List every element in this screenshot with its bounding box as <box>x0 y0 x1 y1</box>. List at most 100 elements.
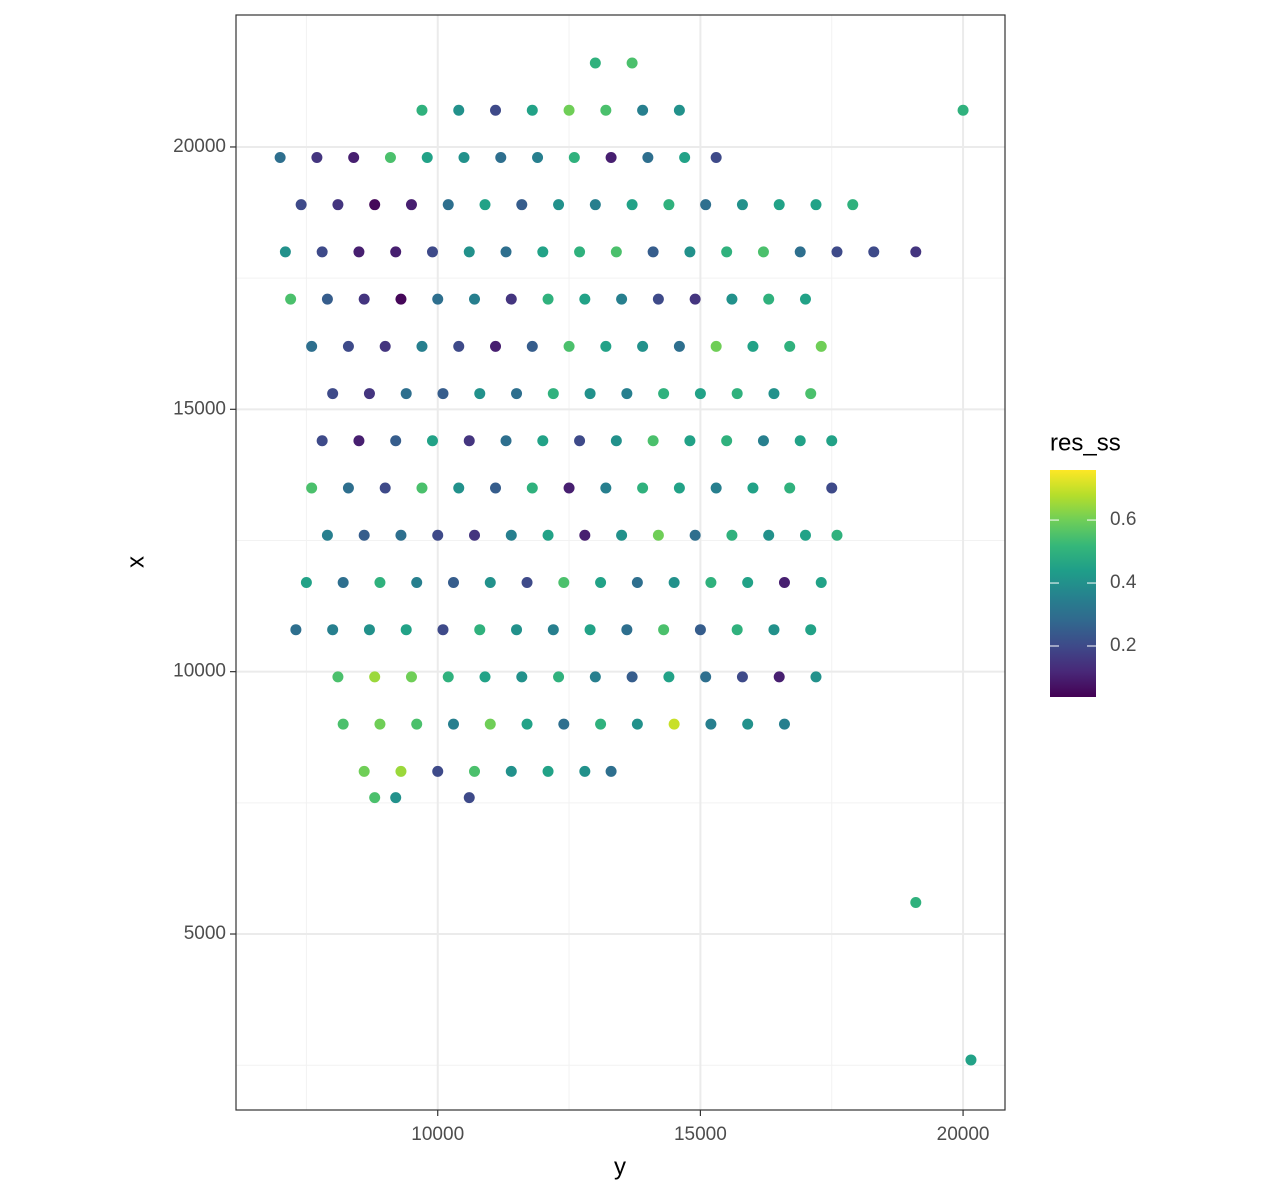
point <box>442 671 454 683</box>
point <box>516 199 528 211</box>
point <box>479 671 491 683</box>
point <box>542 529 554 541</box>
point <box>306 482 318 494</box>
point <box>469 293 481 305</box>
point <box>400 624 412 636</box>
point <box>332 199 344 211</box>
y-tick-label: 10000 <box>173 661 226 682</box>
y-axis-label: x <box>122 556 149 568</box>
point <box>668 576 680 588</box>
point <box>516 671 528 683</box>
point <box>600 482 612 494</box>
point <box>726 293 738 305</box>
point <box>390 792 402 804</box>
point <box>358 293 370 305</box>
point <box>511 388 523 400</box>
point <box>463 792 475 804</box>
x-axis-label: y <box>614 1153 626 1180</box>
point <box>547 624 559 636</box>
point <box>547 388 559 400</box>
point <box>742 576 754 588</box>
point <box>542 293 554 305</box>
point <box>563 340 575 352</box>
point <box>484 718 496 730</box>
point <box>521 576 533 588</box>
point <box>652 293 664 305</box>
point <box>589 57 601 69</box>
point <box>469 765 481 777</box>
point <box>605 151 617 163</box>
point <box>652 529 664 541</box>
point <box>757 435 769 447</box>
point <box>705 718 717 730</box>
point <box>316 435 328 447</box>
point <box>689 529 701 541</box>
point <box>684 246 696 258</box>
point <box>416 482 428 494</box>
y-tick-label: 5000 <box>184 923 226 944</box>
point <box>815 576 827 588</box>
point <box>815 340 827 352</box>
point <box>327 624 339 636</box>
point <box>290 624 302 636</box>
point <box>810 199 822 211</box>
point <box>584 624 596 636</box>
point <box>616 529 628 541</box>
point <box>358 765 370 777</box>
point <box>526 482 538 494</box>
x-tick-label: 10000 <box>411 1124 464 1145</box>
point <box>300 576 312 588</box>
point <box>605 765 617 777</box>
point <box>631 576 643 588</box>
point <box>432 765 444 777</box>
point <box>327 388 339 400</box>
point <box>736 671 748 683</box>
point <box>826 435 838 447</box>
point <box>363 388 375 400</box>
point <box>626 57 638 69</box>
point <box>616 293 628 305</box>
point <box>778 576 790 588</box>
point <box>579 293 591 305</box>
point <box>490 340 502 352</box>
point <box>763 529 775 541</box>
point <box>637 340 649 352</box>
point <box>306 340 318 352</box>
point <box>910 897 922 909</box>
point <box>679 151 691 163</box>
point <box>500 435 512 447</box>
point <box>369 199 381 211</box>
point <box>595 576 607 588</box>
point <box>463 246 475 258</box>
point <box>784 340 796 352</box>
point <box>505 293 517 305</box>
point <box>474 388 486 400</box>
point <box>363 624 375 636</box>
point <box>794 246 806 258</box>
colorbar-tick-label: 0.2 <box>1110 635 1136 656</box>
point <box>495 151 507 163</box>
point <box>831 529 843 541</box>
point <box>621 388 633 400</box>
point <box>421 151 433 163</box>
point <box>768 624 780 636</box>
point <box>453 482 465 494</box>
point <box>453 340 465 352</box>
point <box>532 151 544 163</box>
point <box>479 199 491 211</box>
point <box>726 529 738 541</box>
point <box>279 246 291 258</box>
y-tick-label: 15000 <box>173 398 226 419</box>
point <box>316 246 328 258</box>
point <box>647 435 659 447</box>
point <box>374 576 386 588</box>
point <box>395 293 407 305</box>
point <box>395 765 407 777</box>
point <box>763 293 775 305</box>
point <box>668 718 680 730</box>
point <box>526 104 538 116</box>
point <box>794 435 806 447</box>
x-tick-label: 15000 <box>674 1124 727 1145</box>
point <box>432 529 444 541</box>
